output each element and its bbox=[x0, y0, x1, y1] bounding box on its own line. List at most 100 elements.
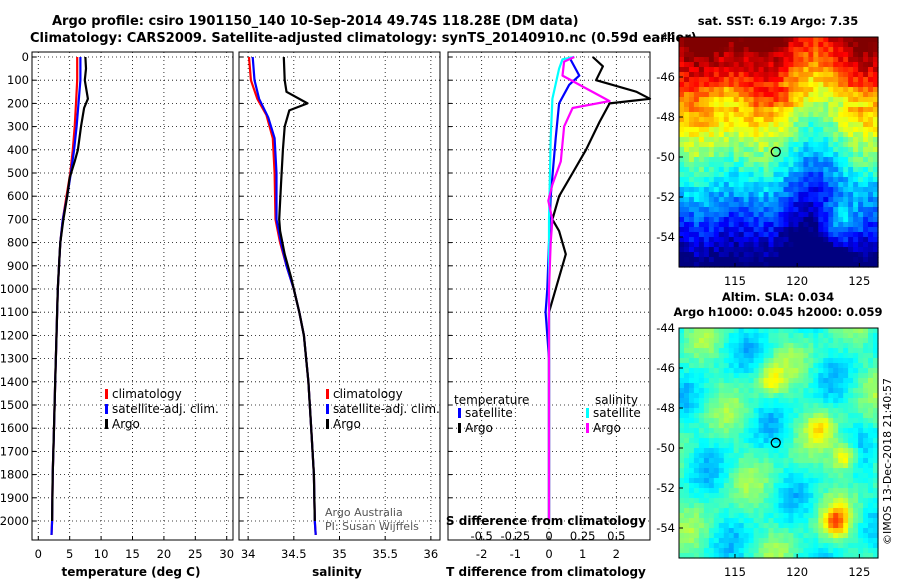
map-cell bbox=[703, 343, 710, 349]
map-cell bbox=[838, 358, 844, 364]
map-cell bbox=[813, 353, 819, 359]
map-cell bbox=[698, 92, 705, 98]
map-cell bbox=[778, 453, 785, 459]
map-cell bbox=[868, 182, 874, 188]
map-cell bbox=[723, 538, 730, 544]
map-cell bbox=[758, 468, 765, 474]
map-cell bbox=[788, 478, 795, 484]
map-cell bbox=[718, 478, 725, 484]
map-cell bbox=[833, 217, 839, 223]
map-cell bbox=[833, 408, 839, 414]
map-cell bbox=[853, 358, 859, 364]
map-cell bbox=[873, 353, 879, 359]
map-cell bbox=[858, 388, 864, 394]
map-cell bbox=[698, 453, 705, 459]
map-cell bbox=[679, 378, 685, 384]
map-cell bbox=[684, 217, 690, 223]
map-cell bbox=[838, 328, 844, 334]
map-cell bbox=[768, 252, 775, 258]
map-cell bbox=[813, 52, 819, 58]
map-cell bbox=[743, 177, 750, 183]
map-cell bbox=[828, 473, 834, 479]
map-cell bbox=[803, 533, 809, 539]
map-cell bbox=[808, 92, 814, 98]
map-cell bbox=[768, 52, 775, 58]
map-cell bbox=[868, 433, 874, 439]
map-cell bbox=[743, 368, 750, 374]
map-cell bbox=[689, 328, 695, 334]
map-cell bbox=[858, 217, 864, 223]
map-cell bbox=[793, 142, 799, 148]
map-cell bbox=[768, 338, 775, 344]
map-cell bbox=[798, 488, 804, 494]
map-cell bbox=[858, 348, 864, 354]
map-cell bbox=[853, 42, 859, 48]
map-cell bbox=[733, 343, 740, 349]
map-cell bbox=[773, 453, 780, 459]
map-cell bbox=[863, 453, 869, 459]
map-cell bbox=[763, 247, 770, 253]
map-cell bbox=[718, 207, 725, 213]
map-cell bbox=[713, 197, 720, 203]
map-cell bbox=[823, 448, 829, 454]
map-cell bbox=[818, 498, 824, 504]
map-cell bbox=[843, 478, 849, 484]
map-cell bbox=[753, 518, 760, 524]
map-cell bbox=[718, 353, 725, 359]
map-cell bbox=[863, 368, 869, 374]
map-cell bbox=[858, 468, 864, 474]
map-cell bbox=[833, 428, 839, 434]
map-cell bbox=[713, 378, 720, 384]
map-cell bbox=[679, 453, 685, 459]
map-cell bbox=[853, 172, 859, 178]
map-cell bbox=[753, 378, 760, 384]
map-cell bbox=[863, 252, 869, 258]
map-cell bbox=[818, 388, 824, 394]
map-cell bbox=[813, 398, 819, 404]
map-cell bbox=[783, 338, 790, 344]
map-cell bbox=[848, 222, 854, 228]
map-cell bbox=[738, 393, 745, 399]
map-cell bbox=[763, 503, 770, 509]
map-cell bbox=[838, 518, 844, 524]
map-cell bbox=[679, 107, 685, 113]
map-cell bbox=[828, 42, 834, 48]
map-cell bbox=[858, 513, 864, 519]
map-cell bbox=[858, 528, 864, 534]
map-cell bbox=[843, 132, 849, 138]
map-cell bbox=[788, 483, 795, 489]
map-cell bbox=[753, 162, 760, 168]
map-cell bbox=[823, 538, 829, 544]
map-cell bbox=[684, 533, 690, 539]
map-cell bbox=[728, 333, 735, 339]
map-cell bbox=[763, 262, 770, 268]
map-cell bbox=[818, 543, 824, 549]
map-cell bbox=[858, 262, 864, 268]
map-cell bbox=[853, 37, 859, 43]
map-cell bbox=[793, 433, 799, 439]
map-cell bbox=[778, 162, 785, 168]
map-cell bbox=[718, 212, 725, 218]
map-cell bbox=[753, 102, 760, 108]
map-cell bbox=[813, 508, 819, 514]
map-cell bbox=[713, 132, 720, 138]
map-cell bbox=[853, 127, 859, 133]
map-cell bbox=[808, 112, 814, 118]
map-cell bbox=[818, 72, 824, 78]
map-cell bbox=[833, 212, 839, 218]
map-cell bbox=[743, 398, 750, 404]
map-cell bbox=[738, 443, 745, 449]
map-cell bbox=[773, 398, 780, 404]
map-cell bbox=[733, 172, 740, 178]
map-cell bbox=[713, 97, 720, 103]
map-cell bbox=[783, 388, 790, 394]
map-cell bbox=[773, 122, 780, 128]
map-cell bbox=[748, 438, 755, 444]
map-cell bbox=[703, 528, 710, 534]
map-cell bbox=[763, 137, 770, 143]
map-cell bbox=[743, 247, 750, 253]
map-cell bbox=[838, 428, 844, 434]
map-cell bbox=[689, 92, 695, 98]
map-cell bbox=[828, 142, 834, 148]
map-cell bbox=[698, 127, 705, 133]
